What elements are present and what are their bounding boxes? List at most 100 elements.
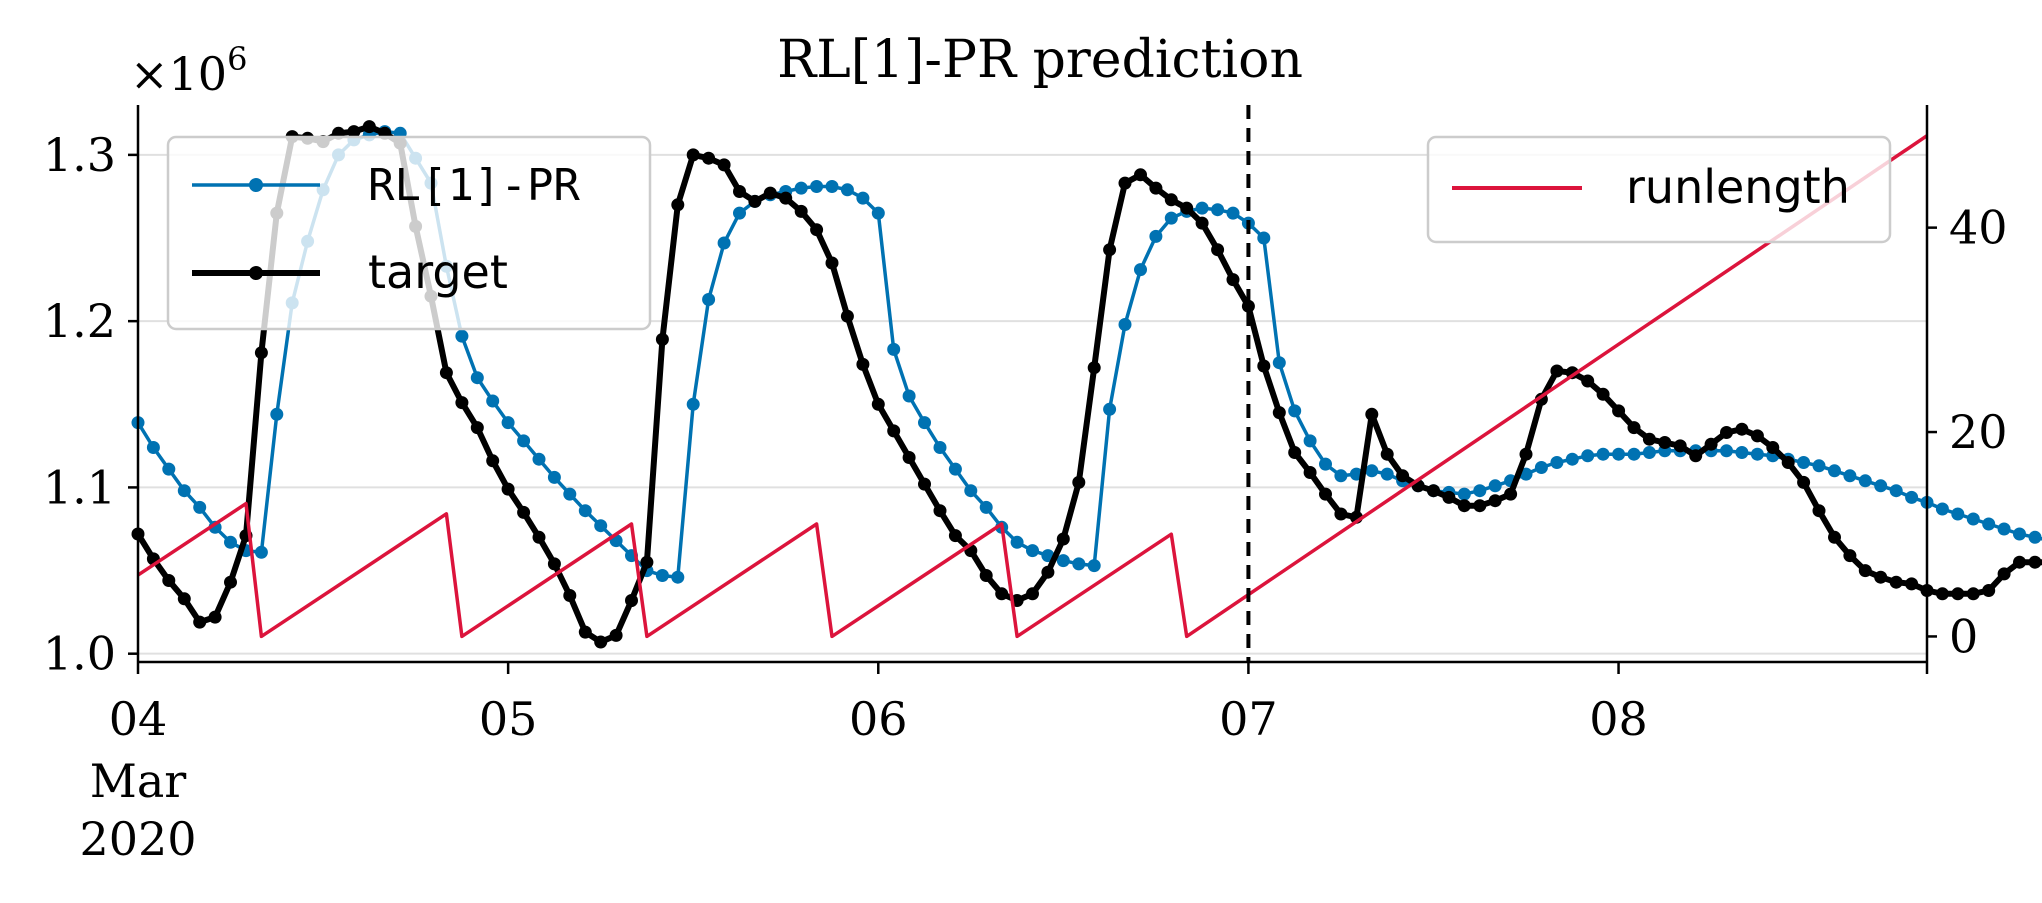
data-point [1534, 461, 1548, 474]
legend-label: runlength [1626, 160, 1850, 214]
data-point [1581, 374, 1595, 388]
data-point [1072, 557, 1086, 571]
data-point [1905, 490, 1919, 504]
data-point [1072, 475, 1086, 489]
data-point [1966, 512, 1980, 526]
data-point [594, 519, 608, 533]
data-point [1658, 436, 1672, 449]
data-point [193, 615, 207, 629]
data-point [1735, 422, 1749, 436]
data-point [1720, 426, 1733, 439]
data-point [1118, 318, 1132, 331]
data-point [1164, 211, 1178, 225]
data-point [702, 151, 716, 165]
data-point [1735, 446, 1749, 459]
data-point [594, 635, 608, 649]
data-point [517, 434, 531, 448]
data-point [1997, 522, 2011, 536]
data-point [671, 570, 685, 584]
data-point [995, 587, 1009, 601]
data-point [517, 505, 531, 519]
data-point [702, 293, 716, 306]
data-point [1982, 584, 1996, 597]
data-point [1118, 176, 1132, 190]
legends: RL[1]-PR target runlength [166, 135, 1892, 331]
data-point [1241, 299, 1255, 313]
data-point [470, 421, 484, 435]
data-point [1473, 484, 1487, 498]
data-point [825, 180, 839, 193]
data-point [1211, 203, 1225, 217]
data-point [933, 504, 947, 518]
data-point [640, 555, 654, 569]
data-point [840, 309, 854, 323]
data-point [1334, 507, 1348, 521]
data-point [1766, 441, 1780, 454]
data-point [532, 452, 546, 466]
data-point [655, 332, 669, 346]
data-point [1797, 475, 1811, 489]
x-tick-label: 04 [109, 692, 168, 746]
data-point [1195, 201, 1209, 215]
data-point [547, 557, 561, 571]
y-right-tick-label: 0 [1949, 609, 1978, 663]
data-point [1596, 387, 1610, 401]
data-point [2028, 555, 2042, 569]
data-point [1026, 544, 1039, 558]
data-point [1303, 466, 1317, 479]
data-point [1642, 432, 1656, 446]
data-point [609, 628, 623, 642]
data-point [748, 194, 762, 208]
data-point [1874, 570, 1888, 584]
data-point [224, 575, 237, 589]
y-right-tick-label: 40 [1949, 201, 2008, 255]
data-point [1103, 243, 1117, 257]
data-point [254, 545, 268, 559]
data-point [1457, 487, 1471, 501]
data-point [825, 256, 839, 270]
data-point [1056, 532, 1070, 546]
data-point [1056, 554, 1070, 568]
data-point [1843, 549, 1857, 563]
data-point [1427, 484, 1440, 498]
data-point [1689, 449, 1703, 463]
data-point [1781, 456, 1795, 469]
data-point [563, 589, 577, 602]
data-point [1889, 575, 1903, 589]
data-point [1889, 484, 1903, 498]
data-point [501, 416, 515, 430]
data-point [1565, 452, 1579, 466]
data-point [1843, 469, 1857, 483]
data-point [933, 441, 947, 454]
data-point [1442, 490, 1456, 504]
data-point [1103, 402, 1117, 416]
data-point [193, 500, 207, 514]
data-point [2013, 527, 2026, 541]
data-point [1488, 479, 1502, 493]
data-point [146, 441, 160, 454]
data-point [1828, 464, 1841, 478]
data-point [1550, 364, 1564, 378]
data-point [1750, 429, 1764, 443]
data-point [1997, 567, 2011, 581]
data-point [177, 592, 191, 606]
data-point [1673, 439, 1687, 453]
data-point [733, 185, 746, 198]
data-point [1750, 447, 1764, 461]
data-point [1010, 535, 1024, 549]
legend-left: RL[1]-PR target [166, 135, 652, 331]
data-point [1519, 447, 1533, 461]
data-point [532, 530, 546, 544]
data-point [578, 504, 592, 518]
data-point [208, 610, 222, 624]
legend-marker [249, 178, 263, 192]
data-point [177, 484, 191, 498]
data-point [162, 462, 176, 476]
data-point [224, 535, 237, 549]
chart-title: RL[1]-PR prediction [777, 30, 1303, 90]
data-point [1380, 447, 1394, 461]
data-point [1473, 499, 1487, 513]
data-point [347, 125, 361, 139]
data-point [1797, 456, 1811, 469]
